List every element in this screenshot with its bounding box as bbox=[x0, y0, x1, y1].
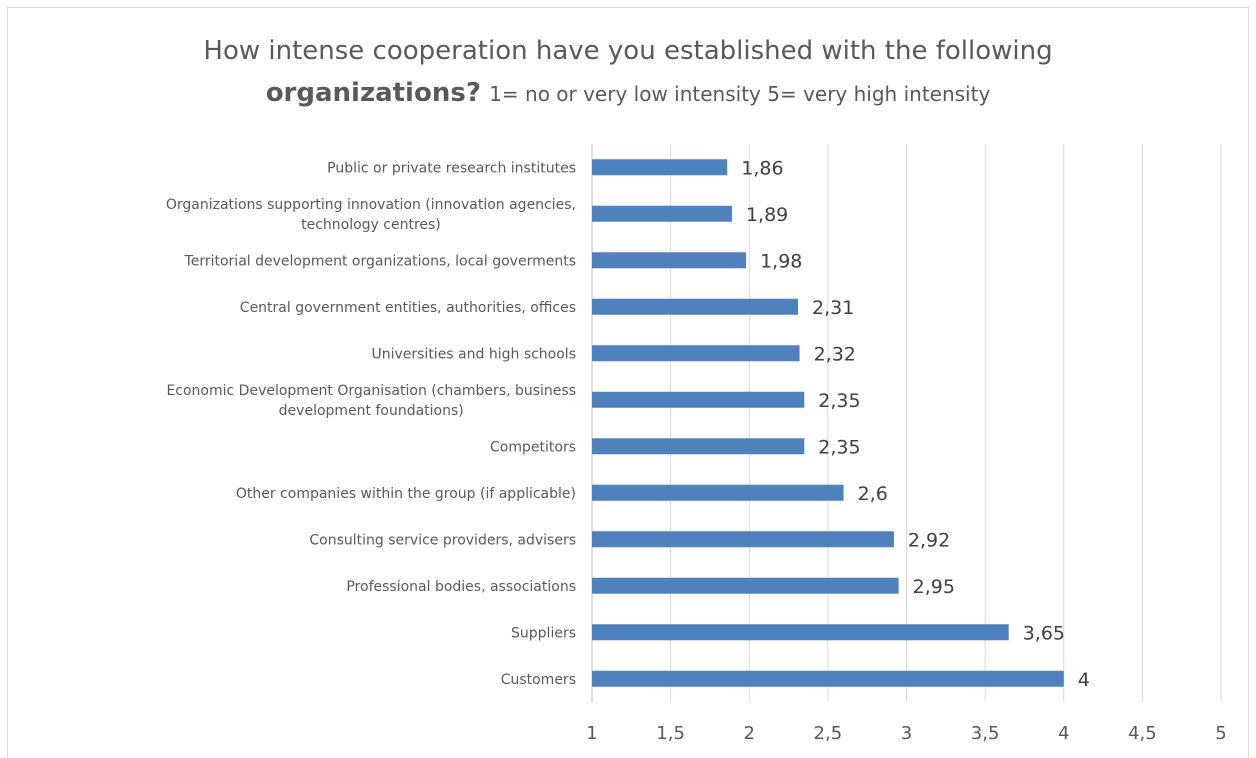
category-label-line: Universities and high schools bbox=[371, 346, 576, 362]
category-label: Public or private research institutes bbox=[327, 160, 576, 176]
data-label: 2,35 bbox=[818, 390, 860, 412]
category-label: Customers bbox=[501, 672, 576, 688]
category-label-line: Competitors bbox=[490, 439, 576, 455]
bar bbox=[592, 531, 894, 548]
category-label: Universities and high schools bbox=[371, 346, 576, 362]
chart-title-line2: organizations? 1= no or very low intensi… bbox=[0, 72, 1256, 115]
data-label: 3,65 bbox=[1023, 622, 1065, 644]
bar bbox=[592, 484, 844, 501]
category-label-line: Central government entities, authorities… bbox=[240, 300, 576, 316]
category-label: Economic Development Organisation (chamb… bbox=[166, 383, 576, 419]
x-tick-label: 2,5 bbox=[814, 723, 843, 744]
category-label-line: Other companies within the group (if app… bbox=[236, 486, 576, 502]
category-label: Territorial development organizations, l… bbox=[184, 253, 576, 269]
bar bbox=[592, 205, 732, 222]
bar bbox=[592, 391, 805, 408]
data-label: 1,89 bbox=[746, 204, 788, 226]
data-label: 1,86 bbox=[741, 157, 783, 179]
bar bbox=[592, 438, 805, 455]
category-label: Consulting service providers, advisers bbox=[309, 532, 576, 548]
category-label: Other companies within the group (if app… bbox=[236, 486, 576, 502]
bar bbox=[592, 577, 899, 594]
category-label-line: Customers bbox=[501, 672, 576, 688]
category-label-line: Public or private research institutes bbox=[327, 160, 576, 176]
category-label-line: Consulting service providers, advisers bbox=[309, 532, 576, 548]
bar bbox=[592, 252, 747, 269]
x-tick-label: 1 bbox=[586, 723, 597, 744]
category-label: Organizations supporting innovation (inn… bbox=[166, 197, 576, 233]
x-tick-label: 4 bbox=[1058, 723, 1069, 744]
chart-title-bold: organizations? bbox=[265, 78, 481, 108]
x-tick-label: 3,5 bbox=[971, 723, 1000, 744]
category-label-line: technology centres) bbox=[301, 217, 441, 233]
category-label-line: Professional bodies, associations bbox=[346, 579, 576, 595]
category-label-line: development foundations) bbox=[279, 403, 464, 419]
bar bbox=[592, 159, 728, 176]
category-label: Central government entities, authorities… bbox=[240, 300, 576, 316]
category-label-line: Organizations supporting innovation (inn… bbox=[166, 197, 576, 213]
category-label: Suppliers bbox=[511, 625, 576, 641]
data-label: 2,35 bbox=[818, 436, 860, 458]
category-label: Competitors bbox=[490, 439, 576, 455]
x-tick-label: 5 bbox=[1215, 723, 1226, 744]
category-label-line: Territorial development organizations, l… bbox=[184, 253, 576, 269]
data-label: 4 bbox=[1078, 669, 1090, 691]
data-label: 2,95 bbox=[913, 576, 955, 598]
bar bbox=[592, 298, 798, 315]
x-tick-label: 1,5 bbox=[656, 723, 685, 744]
chart-frame bbox=[7, 7, 1249, 758]
data-label: 2,6 bbox=[858, 483, 888, 505]
bar bbox=[592, 670, 1064, 687]
data-label: 2,92 bbox=[908, 529, 950, 551]
category-label-line: Economic Development Organisation (chamb… bbox=[166, 383, 576, 399]
x-tick-label: 3 bbox=[901, 723, 912, 744]
chart-title-note: 1= no or very low intensity 5= very high… bbox=[489, 82, 991, 106]
category-label: Professional bodies, associations bbox=[346, 579, 576, 595]
bar bbox=[592, 345, 800, 362]
category-label-line: Suppliers bbox=[511, 625, 576, 641]
chart-title-line1: How intense cooperation have you establi… bbox=[203, 36, 1053, 66]
data-label: 2,32 bbox=[814, 343, 856, 365]
data-label: 2,31 bbox=[812, 297, 854, 319]
x-tick-label: 4,5 bbox=[1128, 723, 1157, 744]
bar bbox=[592, 624, 1009, 641]
chart-title: How intense cooperation have you establi… bbox=[0, 30, 1256, 115]
data-label: 1,98 bbox=[760, 250, 802, 272]
x-tick-label: 2 bbox=[744, 723, 755, 744]
